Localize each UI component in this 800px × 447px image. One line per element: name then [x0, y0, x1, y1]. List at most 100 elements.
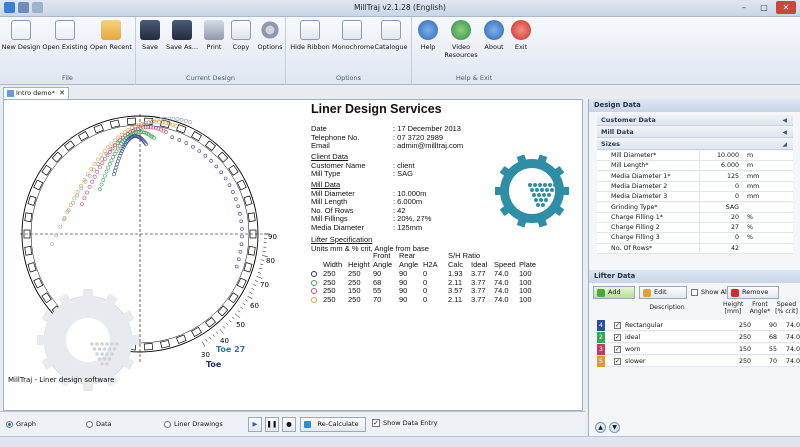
spec-cell: 55: [373, 286, 382, 296]
minimize-button[interactable]: –: [742, 3, 746, 12]
design-cell-v[interactable]: 0: [699, 192, 741, 203]
open-recent-button[interactable]: Open Recent: [88, 20, 134, 51]
trajectory-point: [92, 162, 97, 167]
design-row[interactable]: Mill Diameter* 10.000 m: [597, 151, 793, 162]
about-button[interactable]: About: [480, 20, 508, 51]
trajectory-point: [107, 162, 112, 166]
design-row[interactable]: Media Diameter 2 0 mm: [597, 181, 793, 193]
exit-button[interactable]: Exit: [508, 20, 534, 51]
section-mill-data[interactable]: Mill Data ◀: [597, 127, 793, 138]
radio-dot[interactable]: [86, 420, 93, 428]
design-row[interactable]: Media Diameter 3 0 mm: [597, 192, 793, 203]
trajectory-point: [112, 152, 117, 156]
design-cell-v[interactable]: 125: [699, 171, 741, 182]
lifter-row[interactable]: 5 ✓ slower 250 70 74.0: [597, 356, 800, 367]
stop-button[interactable]: ●: [282, 417, 296, 432]
checkbox-checked[interactable]: ✓: [372, 419, 380, 427]
design-row[interactable]: Charge Filling 1* 20%: [597, 212, 793, 223]
design-cell-v[interactable]: 0: [699, 233, 741, 244]
design-row[interactable]: Grinding Type* SAG: [597, 202, 793, 213]
lifter-row[interactable]: 3 ✓ worn 150 55 74.0: [597, 344, 800, 355]
collapse-arrow-icon[interactable]: ◀: [782, 117, 787, 124]
design-cell-v[interactable]: 20: [699, 212, 741, 223]
checkbox-box[interactable]: [691, 288, 698, 296]
radio-data[interactable]: Data: [86, 420, 112, 428]
design-cell-u: %: [747, 224, 753, 232]
spec-cell: 100: [519, 277, 532, 287]
save-button[interactable]: Save: [136, 20, 164, 51]
client-data-heading: Client Data: [311, 152, 349, 161]
lifter-visible-checkbox[interactable]: ✓: [614, 322, 621, 329]
radio-liner-drawings[interactable]: Liner Drawings: [164, 420, 223, 428]
play-button[interactable]: ▶: [248, 417, 262, 432]
pause-button[interactable]: ❚❚: [265, 417, 279, 432]
move-up-button[interactable]: ▲: [595, 422, 606, 433]
design-row[interactable]: Charge Filling 3 0%: [597, 233, 793, 244]
radio-dot[interactable]: [6, 420, 13, 428]
design-cell-v[interactable]: 27: [699, 223, 741, 234]
design-cell-v[interactable]: 42: [699, 243, 741, 254]
charge-tooth: [41, 310, 56, 324]
radio-graph[interactable]: Graph: [6, 420, 36, 428]
catalogue-button[interactable]: Catalogue: [372, 20, 410, 51]
print-button[interactable]: Print: [200, 20, 228, 51]
section-sizes[interactable]: Sizes ◢: [597, 139, 793, 150]
copy-button[interactable]: Copy: [228, 20, 254, 51]
spec-header: Angle: [373, 259, 393, 269]
radio-dot[interactable]: [164, 420, 171, 428]
edit-lifter-button[interactable]: Edit: [639, 286, 687, 299]
ribbon-group-current-design: Save Save As... Print Copy Options Curre…: [136, 17, 286, 85]
design-cell-v[interactable]: 10.000: [699, 151, 741, 161]
trajectory-point: [151, 125, 156, 130]
charge-ball: [90, 342, 94, 346]
lifter-bar: [228, 164, 239, 176]
trajectory-point: [112, 143, 117, 147]
charge-ball: [92, 347, 97, 351]
hide-ribbon-button[interactable]: Hide Ribbon: [288, 20, 332, 51]
show-all-checkbox[interactable]: Show All: [691, 288, 729, 296]
quick-save-icon[interactable]: [18, 2, 29, 13]
design-row[interactable]: No. Of Rows* 42: [597, 243, 793, 254]
open-existing-button[interactable]: Open Existing: [42, 20, 88, 51]
expand-arrow-icon[interactable]: ◢: [782, 141, 787, 148]
collapse-arrow-icon[interactable]: ◀: [782, 129, 787, 136]
help-button[interactable]: Help: [414, 20, 442, 51]
options-button[interactable]: Options: [254, 20, 286, 51]
trajectory-point: [138, 126, 143, 130]
charge-tooth: [120, 356, 135, 370]
charge-tooth: [83, 381, 93, 391]
tab-intro-demo[interactable]: Intro demo* ✕: [3, 87, 69, 99]
save-as-button[interactable]: Save As...: [164, 20, 200, 51]
move-down-button[interactable]: ▼: [609, 422, 620, 433]
lifter-visible-checkbox[interactable]: ✓: [614, 358, 621, 365]
trajectory-point: [136, 123, 141, 128]
spec-table-header: Front Rear S/H Ratio Width Height Angle Angle H…: [311, 251, 581, 270]
monochrome-button[interactable]: Monochrome: [332, 20, 374, 51]
add-lifter-button[interactable]: Add: [593, 286, 635, 299]
maximize-button[interactable]: □: [760, 3, 768, 12]
design-cell-v[interactable]: 6.000: [699, 161, 741, 172]
video-resources-button[interactable]: Video Resources: [442, 20, 480, 59]
remove-lifter-button[interactable]: Remove: [727, 286, 779, 299]
design-cell-v[interactable]: 0: [699, 181, 741, 192]
close-button[interactable]: ✕: [776, 1, 796, 14]
app-icon[interactable]: [4, 2, 15, 13]
field-mill-type: Mill Type: SAG: [311, 169, 414, 179]
trajectory-point: [119, 149, 124, 153]
angle-tick: [225, 323, 229, 326]
tab-close-icon[interactable]: ✕: [59, 89, 65, 97]
new-design-button[interactable]: New Design: [0, 20, 42, 51]
lifter-row[interactable]: 4 ✓ Rectangular 250 90 74.0: [597, 320, 800, 331]
lifter-row[interactable]: 2 ✓ ideal 250 68 74.0: [597, 332, 800, 343]
design-row[interactable]: Mill Length* 6.000 m: [597, 161, 793, 172]
design-cell-v[interactable]: SAG: [699, 202, 741, 213]
design-row[interactable]: Charge Filling 2 27%: [597, 223, 793, 234]
design-row[interactable]: Media Diameter 1* 125 mm: [597, 171, 793, 182]
show-data-entry-checkbox[interactable]: ✓ Show Data Entry: [372, 419, 438, 427]
lifter-visible-checkbox[interactable]: ✓: [614, 334, 621, 341]
quick-undo-icon[interactable]: [32, 2, 43, 13]
lifter-visible-checkbox[interactable]: ✓: [614, 346, 621, 353]
recalculate-button[interactable]: Re-Calculate: [300, 417, 366, 432]
section-customer-data[interactable]: Customer Data ◀: [597, 115, 793, 126]
trajectory-point: [89, 167, 94, 172]
